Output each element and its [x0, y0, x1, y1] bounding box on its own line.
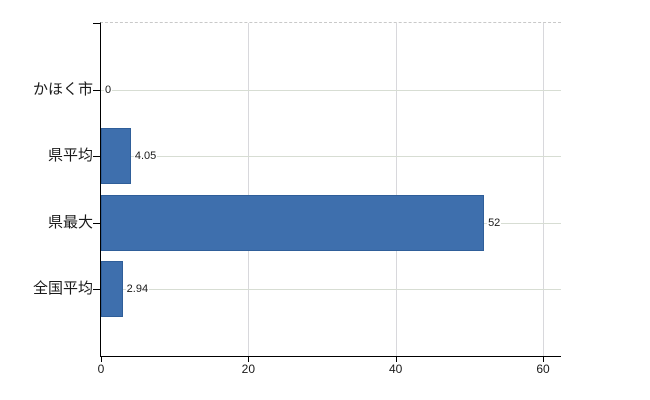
- category-gridline: [101, 289, 561, 291]
- bar-value-label: 2.94: [125, 282, 150, 297]
- x-gridline: [248, 23, 250, 356]
- x-axis-tick-label: 20: [241, 362, 255, 376]
- x-gridline: [543, 23, 544, 356]
- x-axis-tick-label: 60: [536, 362, 550, 376]
- category-gridline: [101, 89, 561, 91]
- x-gridline: [395, 23, 397, 356]
- y-axis-tick: [93, 156, 100, 158]
- y-axis-category-label: 全国平均: [32, 280, 93, 298]
- y-axis-tick: [93, 23, 100, 24]
- x-axis-tick: [101, 357, 102, 362]
- bar-value-label: 52: [487, 215, 502, 230]
- bar-value-label: 4.05: [133, 149, 158, 164]
- category-gridline: [101, 156, 561, 158]
- plot-area: 0 20 40 60 かほく市 0 県平均 4.05 県最大 52 全国平均 2.94: [33, 22, 561, 376]
- y-axis-tick: [93, 89, 100, 91]
- bar: [101, 194, 485, 251]
- y-axis-category-label: かほく市: [32, 80, 93, 98]
- y-axis-tick: [93, 289, 100, 291]
- x-axis-tick: [395, 357, 397, 362]
- bar-value-label: 0: [104, 82, 113, 97]
- x-axis-tick: [543, 357, 544, 362]
- y-axis-category-label: 県最大: [47, 213, 93, 231]
- y-axis-category-label: 県平均: [47, 147, 93, 165]
- x-axis-tick-label: 0: [97, 362, 105, 376]
- bar: [101, 261, 123, 318]
- y-axis-tick: [93, 222, 100, 224]
- x-axis-tick: [248, 357, 250, 362]
- x-axis-tick-label: 40: [388, 362, 403, 376]
- bar: [101, 128, 131, 185]
